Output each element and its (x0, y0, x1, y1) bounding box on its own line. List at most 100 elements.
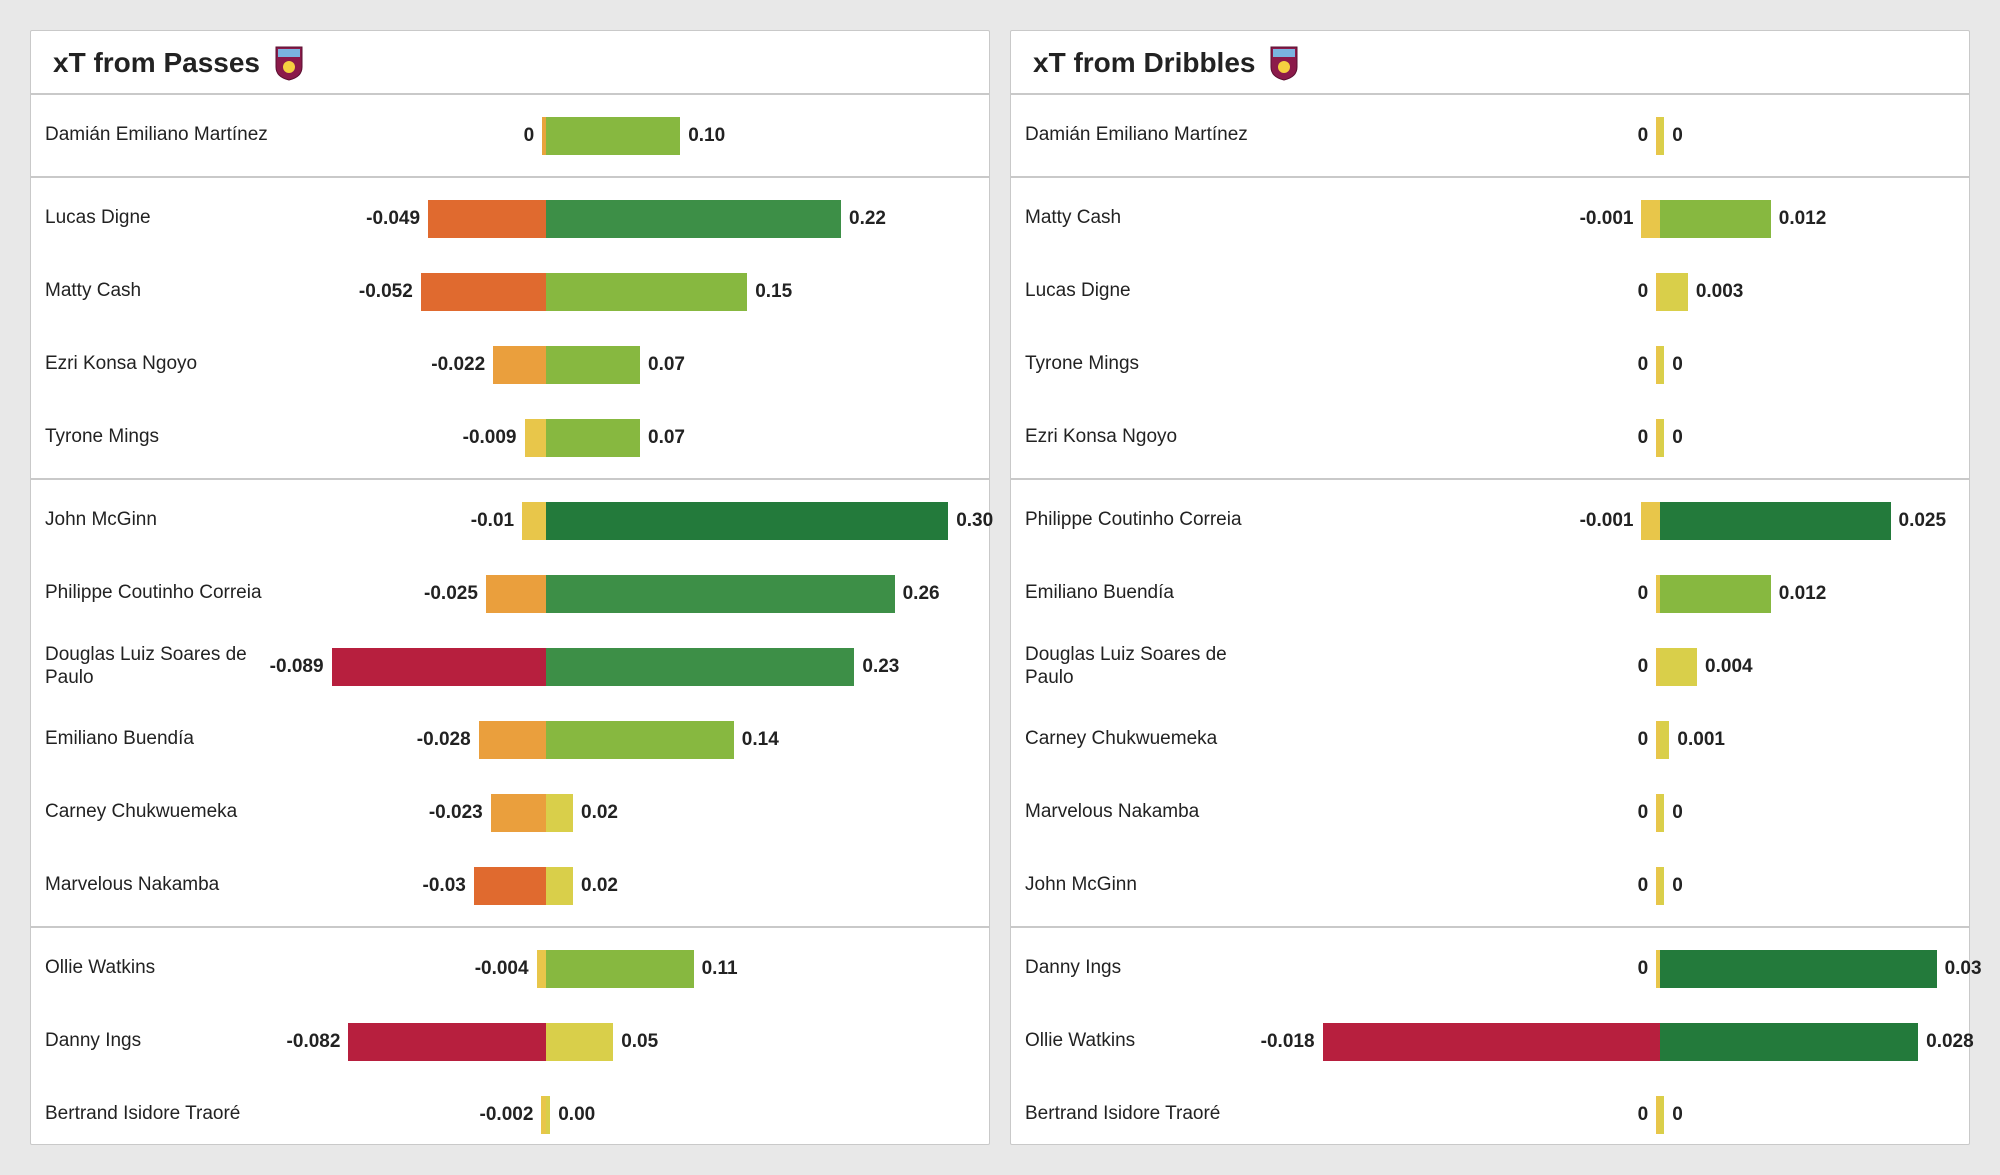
pos-value-label: 0 (1672, 427, 1683, 449)
player-name: Carney Chukwuemeka (45, 801, 305, 824)
player-row: Marvelous Nakamba -0.03 0.02 (31, 849, 989, 922)
pos-bar (1660, 1096, 1664, 1134)
player-row: Tyrone Mings00 (1011, 328, 1969, 401)
player-row: Matty Cash-0.0010.012 (1011, 182, 1969, 255)
neg-value-label: 0 (1638, 958, 1649, 980)
pos-value-label: 0.14 (742, 729, 779, 751)
chart-area: -0.0180.028 (1285, 1005, 1955, 1078)
pos-value-label: 0 (1672, 875, 1683, 897)
player-row: Douglas Luiz Soares de Paulo-0.0890.23 (31, 630, 989, 703)
chart-area: -0.010.30 (305, 484, 975, 557)
player-row: Lucas Digne00.003 (1011, 255, 1969, 328)
neg-value-label: 0 (1638, 875, 1649, 897)
pos-value-label: 0.22 (849, 208, 886, 230)
chart-area: -0.0010.025 (1285, 484, 1955, 557)
player-row: Ollie Watkins-0.0180.028 (1011, 1005, 1969, 1078)
player-row: Damián Emiliano Martínez00.10 (31, 99, 989, 172)
player-name: Douglas Luiz Soares de Paulo (1025, 644, 1285, 690)
dribbles-groups: Damián Emiliano Martínez00 Matty Cash-0.0… (1011, 93, 1969, 1155)
pos-value-label: 0.02 (581, 875, 618, 897)
pos-bar (1660, 950, 1936, 988)
chart-area: 00 (1285, 1078, 1955, 1151)
player-name: Marvelous Nakamba (1025, 801, 1285, 824)
player-name: Danny Ings (45, 1030, 305, 1053)
player-name: Lucas Digne (45, 207, 305, 230)
pos-value-label: 0 (1672, 1104, 1683, 1126)
pos-bar (546, 648, 854, 686)
player-row: Damián Emiliano Martínez00 (1011, 99, 1969, 172)
player-name: Douglas Luiz Soares de Paulo (45, 644, 305, 690)
neg-value-label: -0.018 (1261, 1031, 1315, 1053)
neg-value-label: 0 (524, 125, 535, 147)
chart-area: 00.004 (1285, 630, 1955, 703)
chart-area: -0.023 0.02 (305, 776, 975, 849)
player-name: Damián Emiliano Martínez (45, 124, 305, 147)
chart-area: -0.049 0.22 (305, 182, 975, 255)
player-name: John McGinn (1025, 874, 1285, 897)
pos-bar (1660, 575, 1771, 613)
pos-bar (546, 346, 640, 384)
pos-value-label: 0.02 (581, 802, 618, 824)
player-row: Carney Chukwuemeka -0.023 0.02 (31, 776, 989, 849)
player-name: Emiliano Buendía (45, 728, 305, 751)
pos-value-label: 0 (1672, 802, 1683, 824)
neg-value-label: -0.082 (287, 1031, 341, 1053)
neg-bar (522, 502, 546, 540)
player-row: John McGinn-0.010.30 (31, 484, 989, 557)
neg-bar (491, 794, 546, 832)
neg-value-label: -0.002 (480, 1104, 534, 1126)
pos-value-label: 0 (1672, 354, 1683, 376)
panel-title: xT from Passes (53, 47, 260, 79)
chart-area: -0.0020.00 (305, 1078, 975, 1151)
player-name: Tyrone Mings (1025, 353, 1285, 376)
player-name: Carney Chukwuemeka (1025, 728, 1285, 751)
neg-value-label: -0.009 (463, 427, 517, 449)
player-name: Emiliano Buendía (1025, 582, 1285, 605)
team-crest-icon (1269, 45, 1299, 81)
pos-value-label: 0.05 (621, 1031, 658, 1053)
neg-value-label: -0.028 (417, 729, 471, 751)
player-row: Bertrand Isidore Traoré00 (1011, 1078, 1969, 1151)
pos-bar (1660, 794, 1664, 832)
neg-value-label: -0.004 (475, 958, 529, 980)
neg-bar (428, 200, 546, 238)
neg-value-label: -0.03 (423, 875, 466, 897)
player-row: Ezri Konsa Ngoyo-0.0220.07 (31, 328, 989, 401)
neg-value-label: 0 (1638, 729, 1649, 751)
pos-bar (546, 419, 640, 457)
player-name: Philippe Coutinho Correia (45, 582, 305, 605)
pos-bar (546, 1023, 613, 1061)
neg-bar (537, 950, 547, 988)
pos-value-label: 0.30 (956, 510, 993, 532)
pos-bar (1660, 117, 1664, 155)
chart-area: -0.009 0.07 (305, 401, 975, 474)
chart-area: -0.028 0.14 (305, 703, 975, 776)
chart-area: -0.0250.26 (305, 557, 975, 630)
pos-value-label: 0.012 (1779, 208, 1827, 230)
player-name: Ezri Konsa Ngoyo (1025, 426, 1285, 449)
chart-area: -0.0040.11 (305, 932, 975, 1005)
player-name: Ollie Watkins (45, 957, 305, 980)
neg-bar (525, 419, 547, 457)
pos-value-label: 0.012 (1779, 583, 1827, 605)
player-row: Douglas Luiz Soares de Paulo00.004 (1011, 630, 1969, 703)
player-row: Bertrand Isidore Traoré-0.0020.00 (31, 1078, 989, 1151)
player-row: Emiliano Buendía -0.028 0.14 (31, 703, 989, 776)
pos-bar (546, 575, 894, 613)
neg-value-label: -0.025 (424, 583, 478, 605)
neg-value-label: -0.023 (429, 802, 483, 824)
player-row: Carney Chukwuemeka00.001 (1011, 703, 1969, 776)
pos-bar (546, 200, 841, 238)
chart-area: 00 (1285, 849, 1955, 922)
neg-value-label: -0.001 (1580, 510, 1634, 532)
player-name: Marvelous Nakamba (45, 874, 305, 897)
neg-value-label: 0 (1638, 656, 1649, 678)
player-group: Damián Emiliano Martínez00.10 (31, 93, 989, 176)
pos-value-label: 0.003 (1696, 281, 1744, 303)
pos-value-label: 0.23 (862, 656, 899, 678)
neg-value-label: -0.049 (366, 208, 420, 230)
player-name: John McGinn (45, 509, 305, 532)
neg-bar (421, 273, 546, 311)
pos-value-label: 0.07 (648, 427, 685, 449)
chart-area: 00 (1285, 776, 1955, 849)
